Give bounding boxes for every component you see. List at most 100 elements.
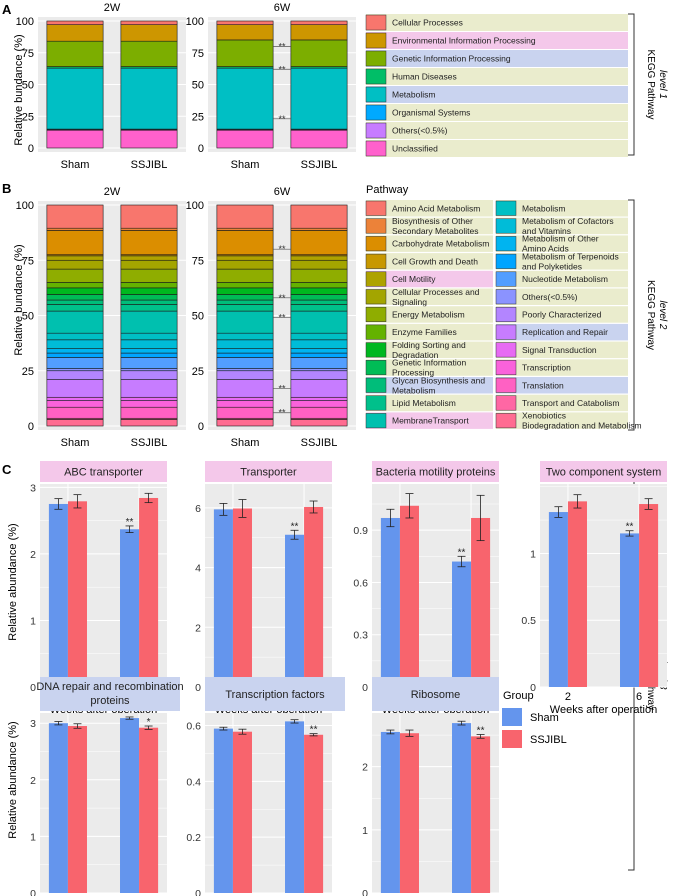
facet-chart-c-transcriptionfactors: Transcription factors00.20.40.6**26Weeks… — [186, 677, 345, 896]
panel-c-row1-ylabel: Relative abundance (%) — [7, 523, 19, 640]
y-tick-label: 0 — [362, 888, 368, 896]
significance-mark: ** — [278, 114, 286, 124]
stack-segment — [290, 396, 348, 401]
legend-label: Genetic Information Processing — [392, 54, 511, 64]
legend-label: Nucleotide Metabolism — [522, 274, 608, 284]
y-tick-label: 1 — [530, 548, 536, 560]
legend-item: Cellular Processes and Signaling — [365, 287, 493, 307]
stack-segment — [290, 255, 348, 261]
stack-segment — [46, 332, 104, 341]
y-tick-label: 0.2 — [186, 832, 201, 844]
stack-segment — [46, 368, 104, 372]
stack-segment — [120, 419, 178, 427]
stack-segment — [120, 282, 178, 289]
bar-ssjibl — [232, 508, 252, 687]
bar-ssjibl — [139, 497, 159, 687]
legend-item: Environmental Information Processing — [365, 32, 628, 49]
legend-item: Glycan Biosynthesis and Metabolism — [365, 375, 493, 395]
legend-swatch — [495, 413, 517, 429]
facet-strip — [205, 461, 332, 482]
legend-item: Translation — [495, 377, 628, 394]
stack-segment — [46, 357, 104, 369]
legend-swatch — [495, 253, 517, 269]
stack-segment — [290, 310, 348, 334]
stack-segment — [216, 67, 274, 130]
legend-swatch — [365, 200, 387, 216]
y-tick-label: 0.4 — [186, 776, 201, 788]
legend-item: Others(<0.5%) — [365, 122, 628, 139]
y-tick-label: 75 — [192, 255, 204, 267]
legend-item-background — [366, 412, 493, 429]
y-tick-label: 0 — [30, 682, 36, 694]
y-tick-label: 3 — [30, 482, 36, 494]
legend-swatch — [365, 50, 387, 67]
legend-label: Lipid Metabolism — [392, 398, 456, 408]
legend-item-background — [496, 235, 628, 252]
stack-segment — [46, 419, 104, 427]
legend-item-background — [366, 306, 493, 323]
bar-ssjibl — [139, 727, 159, 893]
stack-segment — [46, 339, 104, 349]
legend-swatch — [365, 236, 387, 252]
legend-label: Unclassified — [392, 144, 438, 154]
legend-item-background — [366, 359, 493, 376]
legend-item: Transport and Catabolism — [495, 394, 628, 412]
legend-item-background — [366, 200, 493, 217]
legend-label: Sham — [530, 712, 559, 724]
legend-swatch — [365, 342, 387, 358]
bar-ssjibl — [304, 506, 324, 687]
stack-segment — [46, 370, 104, 380]
stack-segment — [290, 348, 348, 354]
bar-ssjibl — [67, 501, 87, 687]
stack-segment — [290, 287, 348, 295]
legend-item-background — [496, 288, 628, 305]
legend-item-background — [366, 140, 628, 157]
facet-title: Transcription factors — [225, 689, 325, 701]
legend-swatch — [495, 289, 517, 305]
stack-segment — [46, 282, 104, 289]
legend-label: Metabolism — [522, 203, 565, 213]
x-tick-label: 6 — [636, 691, 642, 703]
legend-label: MembraneTransport — [392, 416, 469, 426]
stack-segment — [46, 259, 104, 270]
stack-segment — [120, 352, 178, 358]
significance-mark: ** — [126, 517, 134, 528]
legend-label: Organismal Systems — [392, 108, 470, 118]
stack-segment — [216, 24, 274, 41]
legends-layer: Cellular Processes Environmental Informat… — [365, 13, 668, 871]
y-tick-label: 0 — [28, 143, 34, 155]
stack-segment — [216, 368, 274, 372]
facet-title: Ribosome — [411, 689, 461, 701]
kegg-level1-bracket: KEGG Pathway level 1 — [628, 13, 668, 156]
legend-swatch — [495, 360, 517, 376]
legend-label: Cell Motility — [392, 274, 436, 284]
stack-segment — [290, 406, 348, 419]
significance-mark: ** — [626, 522, 634, 533]
stack-segment — [216, 268, 274, 283]
bracket-title: KEGG Pathway — [645, 280, 656, 350]
legend-b-title: Pathway — [366, 184, 409, 196]
legend-item: Lipid Metabolism — [365, 394, 493, 412]
bar-sham — [285, 534, 305, 687]
panel-a-ylabel: Relative bundance (%) — [13, 34, 25, 145]
legend-swatch — [365, 140, 387, 157]
stack-segment — [120, 255, 178, 261]
legend-label: Environmental Information Processing — [392, 36, 536, 46]
legend-swatch — [365, 68, 387, 85]
bar-ssjibl — [471, 736, 491, 893]
x-tick-label: SSJIBL — [131, 437, 168, 449]
bar-ssjibl — [639, 504, 659, 687]
stack-segment — [46, 396, 104, 401]
legend-item-background — [366, 341, 493, 359]
y-tick-label: 3 — [30, 718, 36, 730]
x-tick-label: Sham — [231, 159, 260, 171]
stack-segment — [216, 357, 274, 369]
y-tick-label: 25 — [192, 111, 204, 123]
legend-label: Others(<0.5%) — [392, 126, 448, 136]
legend-item: MembraneTransport — [365, 412, 493, 429]
bar-ssjibl — [471, 517, 491, 687]
stack-segment — [46, 20, 104, 25]
legend-swatch — [365, 289, 387, 305]
legend-item-background — [366, 122, 628, 139]
